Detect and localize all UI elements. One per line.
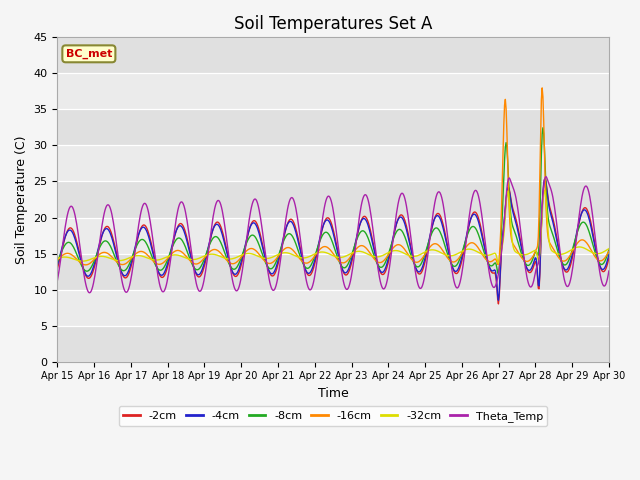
-8cm xyxy=(120,268,128,274)
-2cm xyxy=(417,271,424,277)
Theta_Temp xyxy=(401,196,409,202)
Theta_Temp xyxy=(54,277,61,283)
-16cm xyxy=(417,257,425,263)
-16cm xyxy=(54,257,61,263)
-8cm xyxy=(205,242,213,248)
Line: -16cm: -16cm xyxy=(58,88,609,265)
-32cm xyxy=(63,254,71,260)
Bar xyxy=(58,109,609,145)
-2cm xyxy=(120,275,128,280)
-8cm xyxy=(417,263,424,268)
-4cm xyxy=(205,240,213,245)
-8cm xyxy=(539,125,547,131)
-4cm xyxy=(605,252,612,257)
Text: BC_met: BC_met xyxy=(66,48,112,59)
Y-axis label: Soil Temperature (C): Soil Temperature (C) xyxy=(15,135,28,264)
Line: -2cm: -2cm xyxy=(58,179,609,304)
Line: -4cm: -4cm xyxy=(58,180,609,300)
-4cm xyxy=(120,273,128,278)
-4cm xyxy=(495,297,502,303)
-32cm xyxy=(120,257,128,263)
Bar xyxy=(58,325,609,362)
Bar xyxy=(58,37,609,73)
-8cm xyxy=(605,247,612,252)
-16cm xyxy=(177,249,185,254)
-8cm xyxy=(176,236,184,241)
-8cm xyxy=(400,232,408,238)
-4cm xyxy=(63,229,71,235)
Bar xyxy=(58,217,609,253)
-16cm xyxy=(63,251,71,256)
Theta_Temp xyxy=(417,286,425,291)
Line: Theta_Temp: Theta_Temp xyxy=(58,177,609,293)
-16cm xyxy=(121,261,129,267)
Title: Soil Temperatures Set A: Soil Temperatures Set A xyxy=(234,15,433,33)
-2cm xyxy=(54,265,61,271)
Theta_Temp xyxy=(121,288,129,294)
Line: -8cm: -8cm xyxy=(58,128,609,274)
-2cm xyxy=(541,176,549,181)
-8cm xyxy=(495,271,502,276)
Legend: -2cm, -4cm, -8cm, -16cm, -32cm, Theta_Temp: -2cm, -4cm, -8cm, -16cm, -32cm, Theta_Te… xyxy=(119,406,547,426)
-4cm xyxy=(400,219,408,225)
-32cm xyxy=(605,246,612,252)
-32cm xyxy=(495,261,502,266)
-4cm xyxy=(541,177,549,182)
-32cm xyxy=(400,251,408,256)
-16cm xyxy=(538,85,546,91)
Bar xyxy=(58,253,609,289)
-16cm xyxy=(206,249,214,254)
-2cm xyxy=(495,301,502,307)
Bar xyxy=(58,289,609,325)
-2cm xyxy=(63,228,71,234)
-16cm xyxy=(605,249,612,254)
-32cm xyxy=(541,187,548,193)
X-axis label: Time: Time xyxy=(318,387,349,400)
-32cm xyxy=(54,256,61,262)
Theta_Temp xyxy=(542,174,550,180)
-2cm xyxy=(400,216,408,221)
Bar xyxy=(58,181,609,217)
Theta_Temp xyxy=(63,212,71,218)
-8cm xyxy=(54,259,61,264)
-4cm xyxy=(417,268,424,274)
-4cm xyxy=(54,263,61,268)
Bar xyxy=(58,73,609,109)
Theta_Temp xyxy=(86,290,93,296)
Theta_Temp xyxy=(177,199,185,205)
-2cm xyxy=(176,221,184,227)
-8cm xyxy=(63,240,71,246)
-32cm xyxy=(417,252,424,257)
-2cm xyxy=(605,255,612,261)
Bar xyxy=(58,145,609,181)
Theta_Temp xyxy=(605,268,612,274)
-32cm xyxy=(176,253,184,259)
-16cm xyxy=(82,262,90,268)
-32cm xyxy=(205,252,213,257)
Line: -32cm: -32cm xyxy=(58,190,609,264)
-4cm xyxy=(176,223,184,228)
-16cm xyxy=(401,247,409,252)
Theta_Temp xyxy=(206,235,214,241)
-2cm xyxy=(205,241,213,247)
